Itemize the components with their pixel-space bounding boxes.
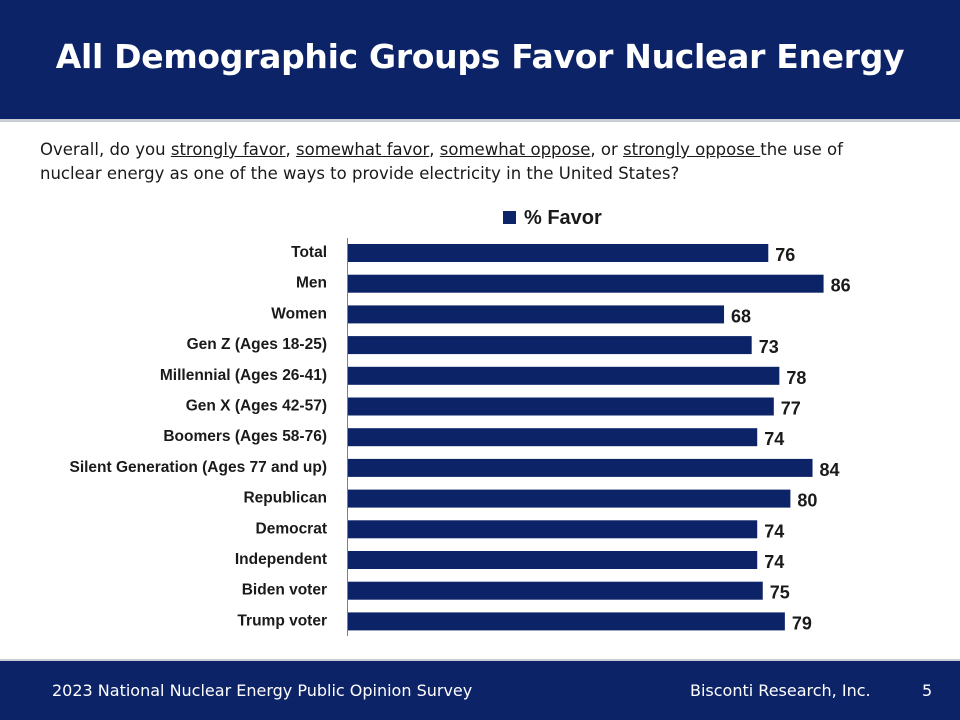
question-prefix: Overall, do you [40,140,171,159]
category-label: Boomers (Ages 58-76) [163,428,327,445]
value-label: 68 [731,306,751,326]
footer-company: Bisconti Research, Inc. [690,681,871,700]
question-suffix: the use of nuclear energy as one of the … [40,140,843,183]
category-label: Democrat [256,520,328,537]
value-label: 84 [820,460,840,480]
option-strongly-oppose: strongly oppose [623,140,761,159]
category-label: Gen X (Ages 42-57) [186,398,327,415]
value-label: 75 [770,583,790,603]
bar-group: Total 76 Men 86 Women 68 Gen Z (Ages 18-25) 73 M… [69,244,851,633]
value-label: 74 [764,552,784,572]
bar-10 [348,551,758,569]
value-label: 76 [775,245,795,265]
bar-8 [348,489,791,508]
bar-4 [348,366,780,385]
bar-0 [348,244,769,262]
value-label: 78 [786,368,806,388]
value-label: 73 [759,337,779,357]
bar-1 [348,274,824,293]
category-label: Biden voter [242,582,327,599]
value-label: 74 [764,429,784,449]
category-label: Trump voter [237,612,327,629]
category-label: Total [291,244,327,261]
legend-label: % Favor [524,207,602,229]
bar-12 [348,612,785,631]
category-label: Republican [243,490,327,507]
favor-bar-chart: % Favor Total 76 Men 86 Women 68 Gen Z (Ages 1… [69,207,851,636]
category-label: Gen Z (Ages 18-25) [187,336,327,353]
page-title: All Demographic Groups Favor Nuclear Ene… [55,37,905,76]
chart-legend: % Favor [503,207,602,229]
value-label: 86 [831,276,851,296]
bar-5 [348,397,774,416]
legend-swatch [503,211,516,224]
footer-bar: 2023 National Nuclear Energy Public Opin… [0,659,960,720]
value-label: 74 [764,521,784,541]
value-label: 79 [792,613,812,633]
bar-2 [348,305,725,324]
category-label: Women [271,305,327,322]
question-separator: , [285,140,297,159]
bar-9 [348,520,758,539]
category-label: Millennial (Ages 26-41) [160,367,327,384]
page-number: 5 [922,681,933,700]
bar-6 [348,428,758,447]
value-label: 77 [781,399,801,419]
bar-3 [348,336,752,355]
survey-question: Overall, do you strongly favor, somewhat… [40,138,900,186]
footer-survey-name: 2023 National Nuclear Energy Public Opin… [52,681,473,700]
category-label: Men [296,275,327,292]
title-banner: All Demographic Groups Favor Nuclear Ene… [0,0,960,122]
question-separator: , [429,140,440,159]
option-somewhat-favor: somewhat favor [296,140,430,159]
question-separator: , or [590,140,623,159]
category-label: Silent Generation (Ages 77 and up) [69,459,327,476]
option-somewhat-oppose: somewhat oppose [439,140,591,159]
category-label: Independent [235,551,327,568]
value-label: 80 [797,491,817,511]
bar-11 [348,581,763,600]
bar-7 [348,458,813,477]
option-strongly-favor: strongly favor [170,140,286,159]
